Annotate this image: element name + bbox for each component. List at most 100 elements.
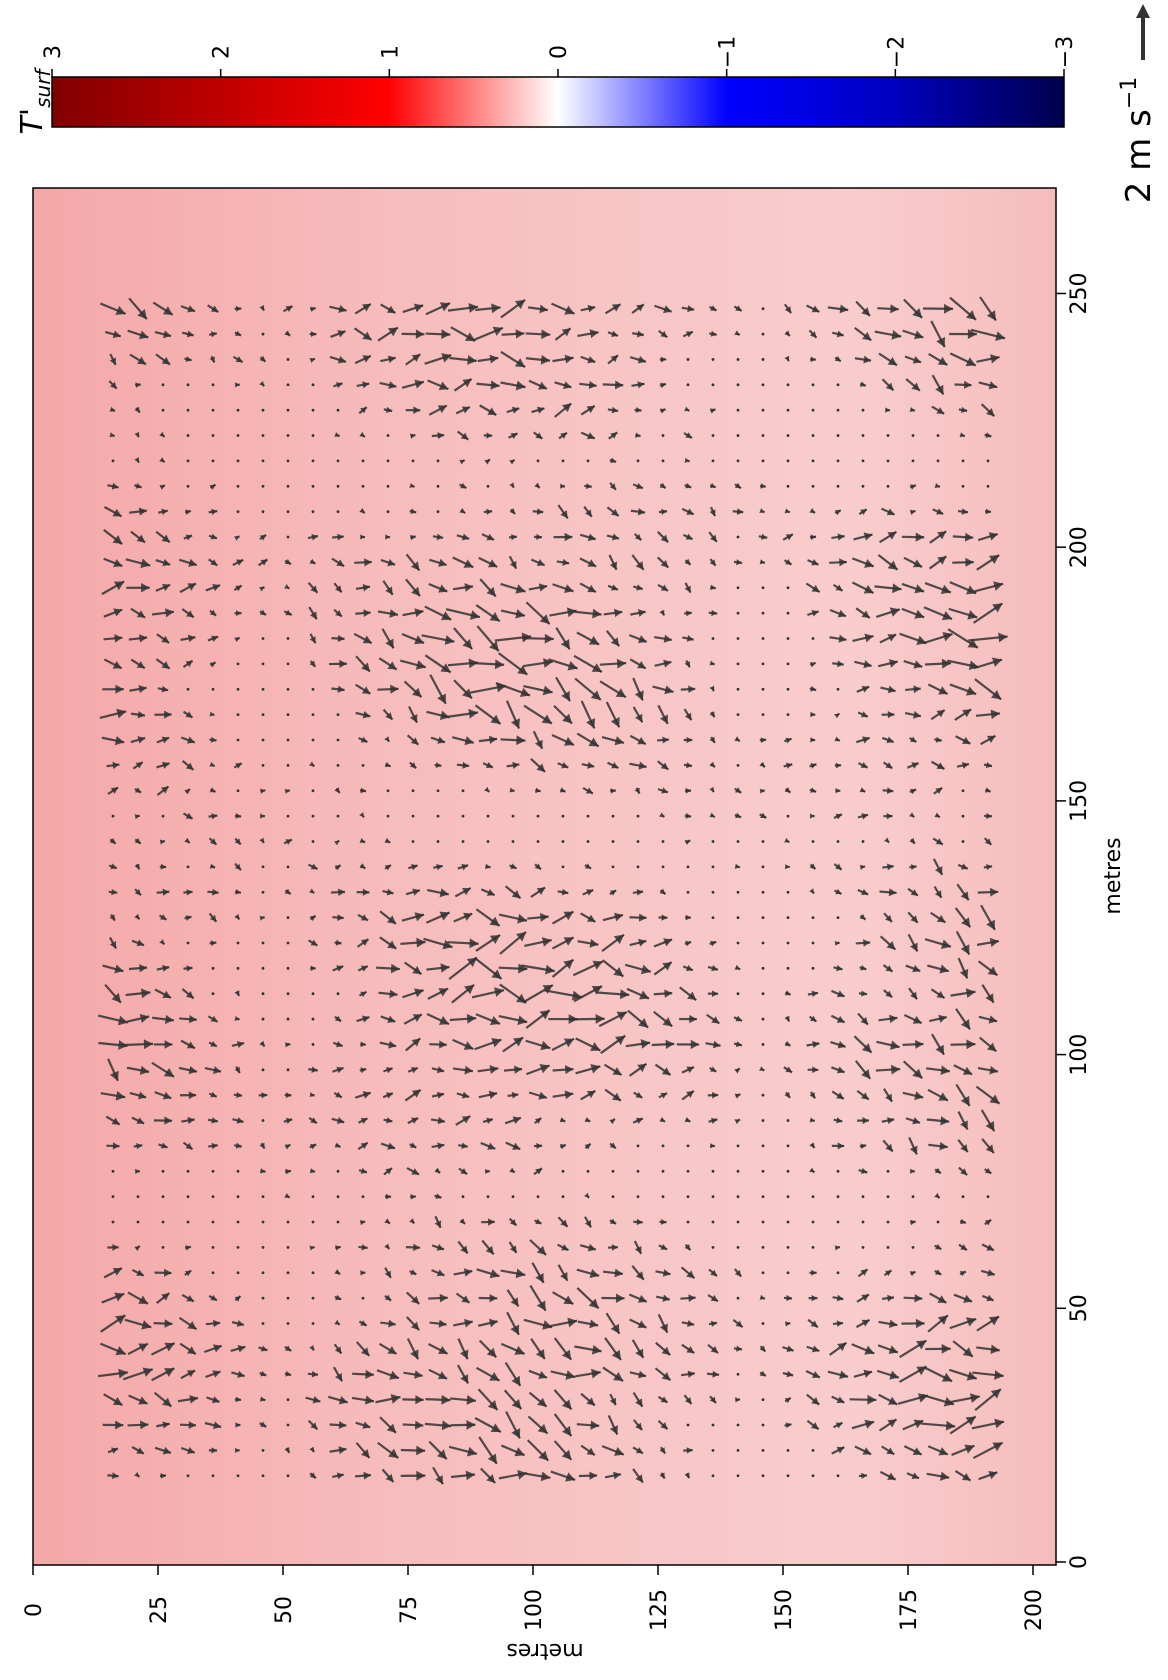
vector-arrow-head xyxy=(889,1370,899,1380)
vector-arrow-head xyxy=(309,558,316,564)
vector-arrow-head xyxy=(541,329,551,340)
vector-arrow-head xyxy=(235,889,241,895)
vector-arrow-head xyxy=(888,1345,898,1354)
vector-arrow-head xyxy=(359,1219,366,1226)
vector-arrow-head xyxy=(786,1345,794,1353)
vector-dot xyxy=(236,1220,240,1224)
vector-arrow-head xyxy=(861,1294,870,1302)
vector-dot xyxy=(736,535,740,539)
vector-dot xyxy=(186,1195,190,1199)
vector-arrow-head xyxy=(235,585,242,592)
vector-arrow-head xyxy=(334,1346,342,1354)
vector-dot xyxy=(861,408,865,412)
vector-arrow-head xyxy=(909,837,915,844)
vector-dot xyxy=(286,662,290,666)
vector-dot xyxy=(861,1220,865,1224)
vector-arrow-head xyxy=(134,837,141,844)
vector-dot xyxy=(486,1195,490,1199)
vector-arrow-head xyxy=(836,1396,845,1404)
vector-arrow-head xyxy=(662,962,672,971)
vector-dot xyxy=(811,1448,815,1452)
vector-arrow-head xyxy=(309,1168,316,1174)
vector-arrow-head xyxy=(185,1245,191,1251)
colorbar-title-subscript: surf xyxy=(31,67,55,108)
x-tick-label: 100 xyxy=(522,1589,547,1631)
vector-dot xyxy=(761,1322,765,1325)
vector-arrow-head xyxy=(411,354,421,363)
vector-arrow-head xyxy=(309,358,315,363)
vector-arrow-head xyxy=(285,839,292,845)
vector-dot xyxy=(811,1195,815,1199)
vector-arrow-head xyxy=(563,911,574,921)
vector-arrow-head xyxy=(685,482,692,489)
vector-arrow-head xyxy=(411,687,422,698)
vector-arrow-head xyxy=(163,1067,175,1077)
vector-arrow-head xyxy=(463,559,474,568)
vector-arrow-head xyxy=(835,1422,843,1429)
vector-arrow-head xyxy=(943,303,954,314)
vector-arrow-head xyxy=(514,1447,525,1457)
vector-arrow-head xyxy=(110,863,117,870)
vector-arrow-head xyxy=(234,330,242,336)
temperature-field xyxy=(33,188,1056,1565)
vector-arrow-head xyxy=(660,534,669,543)
vector-dot xyxy=(311,1043,315,1046)
vector-arrow-head xyxy=(309,1092,315,1098)
vector-arrow-head xyxy=(940,939,951,949)
vector-arrow-head xyxy=(134,1471,140,1477)
vector-arrow-head xyxy=(990,689,1002,700)
vector-arrow-head xyxy=(536,887,546,895)
vector-dot xyxy=(761,1093,765,1097)
vector-arrow-head xyxy=(961,508,968,515)
vector-dot xyxy=(961,484,965,488)
vector-arrow-head xyxy=(684,406,690,412)
vector-arrow-head xyxy=(835,813,843,820)
vector-arrow-head xyxy=(335,1091,342,1098)
vector-arrow-head xyxy=(135,382,141,388)
vector-dot xyxy=(611,840,615,843)
vector-dot xyxy=(161,1195,165,1199)
vector-arrow-head xyxy=(235,763,242,769)
vector-arrow-head xyxy=(967,638,978,648)
vector-arrow-head xyxy=(809,662,816,668)
vector-arrow-head xyxy=(441,1420,452,1431)
vector-arrow-head xyxy=(662,1017,673,1027)
vector-arrow-head xyxy=(990,1344,1000,1355)
vector-arrow-head xyxy=(684,660,690,668)
vector-arrow-head xyxy=(590,1063,601,1074)
vector-arrow-head xyxy=(635,561,644,570)
vector-arrow-head xyxy=(989,887,999,897)
vector-arrow-head xyxy=(965,1416,976,1426)
vector-arrow-head xyxy=(134,1246,140,1252)
vector-dot xyxy=(686,1423,690,1427)
vector-arrow-head xyxy=(860,964,867,971)
vector-arrow-head xyxy=(564,532,573,542)
vector-dot xyxy=(786,611,790,615)
vector-arrow-head xyxy=(935,384,944,395)
vector-arrow-head xyxy=(362,584,371,592)
vector-arrow-head xyxy=(863,584,874,594)
vector-arrow-head xyxy=(210,533,217,540)
vector-arrow-head xyxy=(565,1472,576,1482)
vector-arrow-head xyxy=(410,1194,416,1200)
vector-arrow-head xyxy=(934,1192,940,1199)
vector-arrow-head xyxy=(112,660,122,669)
vector-arrow-head xyxy=(411,864,418,871)
vector-arrow-head xyxy=(188,1015,197,1024)
vector-arrow-head xyxy=(465,1470,475,1481)
vector-arrow-head xyxy=(615,1035,626,1045)
vector-arrow-head xyxy=(384,736,390,742)
vector-dot xyxy=(636,1169,640,1173)
vector-arrow-head xyxy=(591,663,602,673)
vector-arrow-head xyxy=(411,1038,421,1047)
vector-arrow-head xyxy=(409,433,416,439)
vector-arrow-head xyxy=(509,459,515,465)
vector-dot xyxy=(736,1195,740,1199)
vector-arrow-head xyxy=(660,1422,668,1430)
vector-arrow-head xyxy=(710,330,717,337)
vector-arrow-head xyxy=(437,1142,445,1150)
vector-arrow-head xyxy=(710,1320,717,1327)
vector-arrow-head xyxy=(109,941,117,949)
vector-arrow-head xyxy=(992,1442,1003,1452)
vector-arrow-head xyxy=(334,865,341,871)
